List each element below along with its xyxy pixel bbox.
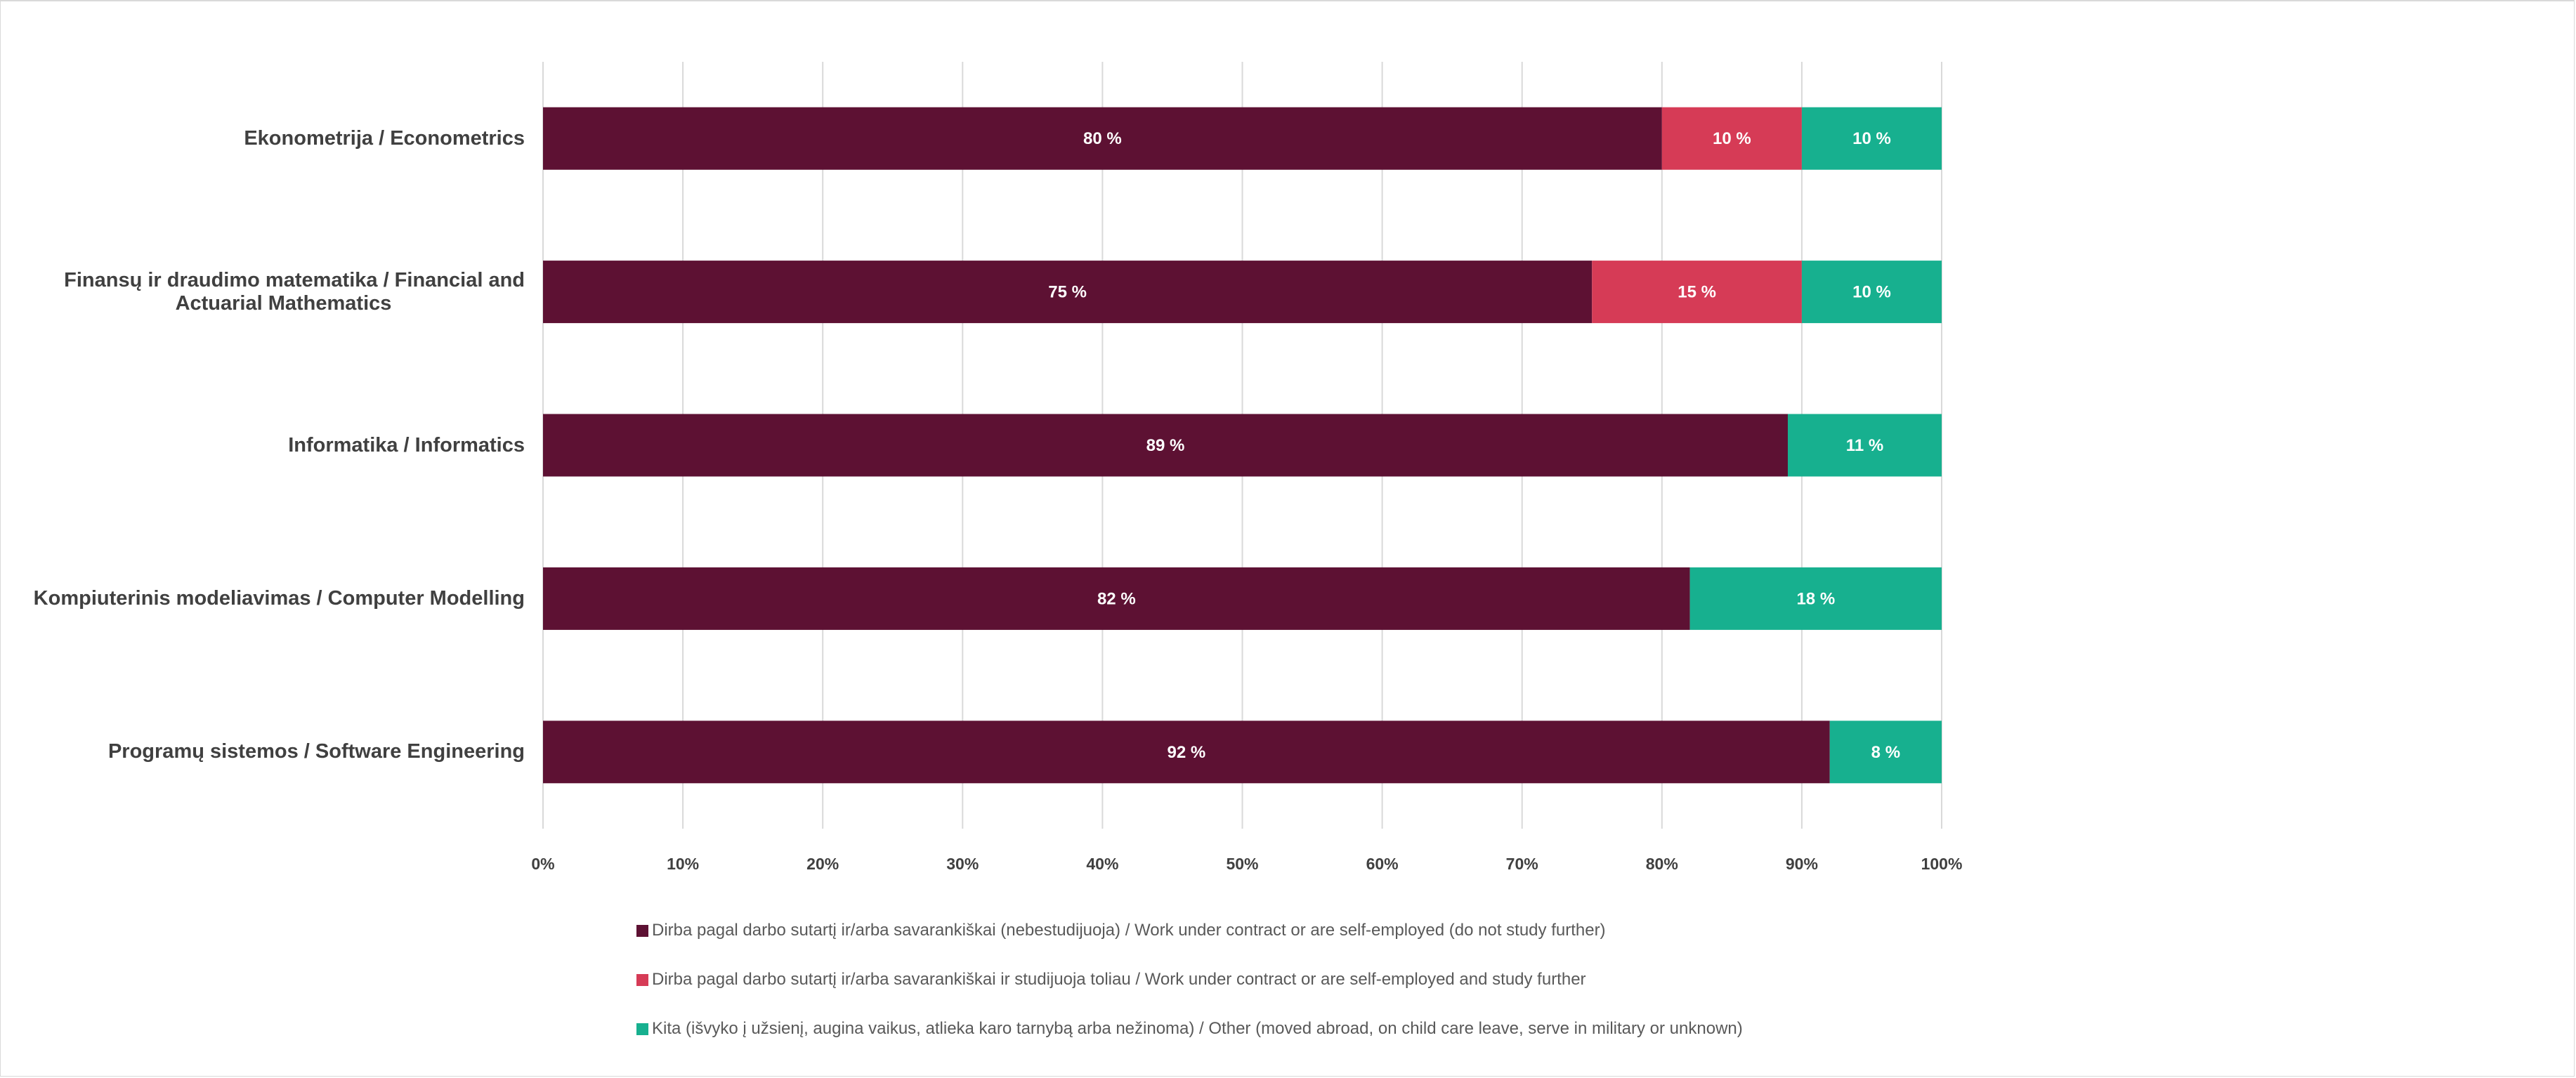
x-tick-label: 60% bbox=[1366, 855, 1399, 873]
x-tick-label: 20% bbox=[806, 855, 839, 873]
legend-swatch bbox=[636, 925, 648, 937]
data-label: 10 % bbox=[1713, 129, 1751, 148]
category-label: Ekonometrija / Econometrics bbox=[0, 127, 525, 150]
category-label-line: Finansų ir draudimo matematika / Financi… bbox=[64, 268, 525, 291]
data-label: 80 % bbox=[1083, 129, 1122, 148]
x-tick-label: 0% bbox=[531, 855, 555, 873]
x-tick-label: 100% bbox=[1921, 855, 1963, 873]
category-label-line: Informatika / Informatics bbox=[288, 433, 525, 456]
x-tick-label: 40% bbox=[1086, 855, 1119, 873]
bar-segment-1 bbox=[543, 721, 1830, 784]
category-label: Programų sistemos / Software Engineering bbox=[0, 740, 525, 763]
x-tick-label: 80% bbox=[1645, 855, 1678, 873]
data-label: 89 % bbox=[1146, 436, 1185, 455]
bar-segment-1 bbox=[543, 261, 1593, 324]
bar-segment-1 bbox=[543, 107, 1662, 170]
bar-segment-3 bbox=[1801, 107, 1942, 170]
x-tick-label: 10% bbox=[667, 855, 700, 873]
bar-segment-1 bbox=[543, 567, 1690, 630]
data-label: 92 % bbox=[1168, 743, 1206, 762]
legend-label: Dirba pagal darbo sutartį ir/arba savara… bbox=[652, 970, 1586, 989]
data-label: 15 % bbox=[1678, 283, 1716, 302]
legend-item-1: Dirba pagal darbo sutartį ir/arba savara… bbox=[636, 920, 1743, 969]
legend: Dirba pagal darbo sutartį ir/arba savara… bbox=[636, 920, 1743, 1067]
legend-item-2: Dirba pagal darbo sutartį ir/arba savara… bbox=[636, 969, 1743, 1018]
legend-label: Kita (išvyko į užsienį, augina vaikus, a… bbox=[652, 1019, 1743, 1038]
data-label: 8 % bbox=[1871, 743, 1900, 762]
bar-segment-2 bbox=[1592, 261, 1802, 324]
bar-segment-3 bbox=[1829, 721, 1942, 784]
category-label: Kompiuterinis modeliavimas / Computer Mo… bbox=[0, 587, 525, 610]
data-label: 75 % bbox=[1048, 283, 1087, 302]
legend-swatch bbox=[636, 1023, 648, 1035]
bar-segment-3 bbox=[1787, 414, 1942, 477]
category-label-line: Actuarial Mathematics bbox=[175, 291, 392, 315]
x-tick-label: 50% bbox=[1226, 855, 1259, 873]
category-label-line: Programų sistemos / Software Engineering bbox=[107, 740, 525, 763]
data-label: 10 % bbox=[1852, 129, 1891, 148]
category-label-line: Kompiuterinis modeliavimas / Computer Mo… bbox=[33, 586, 525, 610]
data-label: 11 % bbox=[1846, 436, 1883, 455]
legend-swatch bbox=[636, 974, 648, 986]
bar-segment-1 bbox=[543, 414, 1788, 477]
category-label: Finansų ir draudimo matematika / Financi… bbox=[0, 269, 525, 315]
bar-segment-2 bbox=[1661, 107, 1802, 170]
legend-item-3: Kita (išvyko į užsienį, augina vaikus, a… bbox=[636, 1018, 1743, 1067]
legend-label: Dirba pagal darbo sutartį ir/arba savara… bbox=[652, 921, 1606, 940]
x-tick-label: 30% bbox=[946, 855, 979, 873]
data-label: 10 % bbox=[1852, 283, 1891, 302]
data-label: 18 % bbox=[1796, 589, 1835, 608]
data-label: 82 % bbox=[1097, 589, 1136, 608]
x-tick-label: 70% bbox=[1505, 855, 1538, 873]
x-tick-label: 90% bbox=[1785, 855, 1818, 873]
category-label: Informatika / Informatics bbox=[0, 434, 525, 457]
bar-segment-3 bbox=[1801, 261, 1942, 324]
category-label-line: Ekonometrija / Econometrics bbox=[244, 126, 525, 150]
bar-segment-3 bbox=[1689, 567, 1942, 630]
